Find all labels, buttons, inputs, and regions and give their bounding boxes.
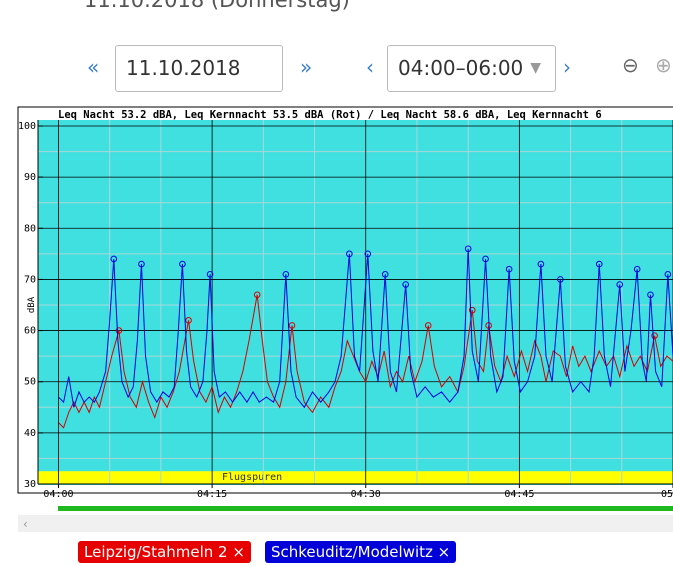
time-select[interactable]: 04:00–06:00 ▼ [387, 45, 556, 92]
y-tick-label: 30 [24, 479, 36, 490]
peak-marker [115, 327, 123, 334]
series-line [58, 248, 673, 409]
peak-marker [282, 271, 290, 278]
y-tick-label: 60 [24, 326, 36, 337]
next-range[interactable]: › [563, 55, 571, 79]
peak-marker [651, 332, 658, 339]
peak-marker [288, 322, 296, 329]
peak-marker [616, 281, 624, 288]
peak-marker [253, 291, 261, 299]
scroll-left[interactable]: ‹ [23, 517, 28, 531]
peak-marker [402, 281, 409, 288]
x-tick-label: 04:15 [197, 489, 227, 500]
y-tick-label: 70 [24, 274, 36, 285]
peak-marker [647, 291, 654, 299]
x-tick-label: 04:00 [43, 489, 73, 500]
legend-chip[interactable]: Schkeuditz/Modelwitz × [265, 541, 457, 563]
peak-marker [468, 306, 476, 314]
zoom-out[interactable]: ⊖ [622, 53, 639, 77]
peak-marker [537, 260, 545, 268]
peak-marker [557, 276, 564, 283]
peak-marker [664, 271, 672, 278]
peak-marker [381, 271, 389, 278]
peak-marker [110, 255, 118, 263]
select-arrow: ▼ [530, 60, 541, 76]
scrollbar[interactable] [18, 515, 673, 532]
peak-marker [424, 322, 432, 329]
peak-marker [179, 260, 186, 268]
grid [38, 120, 673, 485]
peak-marker [138, 260, 145, 268]
date-input[interactable]: 11.10.2018 [115, 45, 283, 92]
y-axis-label: dBA [27, 296, 37, 313]
peak-marker [346, 250, 353, 258]
progress-bar [58, 506, 673, 511]
x-tick-label: 05 [661, 489, 673, 500]
band-label: Flugspuren [222, 472, 282, 483]
peak-marker [595, 260, 603, 268]
legend-chip[interactable]: Leipzig/Stahmeln 2 × [78, 541, 251, 563]
y-tick-label: 40 [24, 428, 36, 439]
time-select-value: 04:00–06:00 [398, 56, 524, 80]
peak-marker [364, 250, 372, 258]
day-heading: 11.10.2018 (Donnerstag) [84, 0, 350, 12]
chart-title: Leq Nacht 53.2 dBA, Leq Kernnacht 53.5 d… [58, 109, 602, 121]
y-tick-label: 100 [18, 121, 36, 132]
peak-marker [633, 265, 641, 273]
plot-area [38, 120, 673, 485]
x-tick-label: 04:30 [351, 489, 381, 500]
prev-day[interactable]: « [87, 55, 100, 79]
y-tick-label: 50 [24, 377, 36, 388]
band [38, 471, 673, 484]
prev-range[interactable]: ‹ [366, 55, 374, 79]
peak-marker [464, 245, 472, 253]
y-tick-label: 90 [24, 172, 36, 183]
next-day[interactable]: » [300, 55, 313, 79]
zoom-in[interactable]: ⊕ [655, 53, 672, 77]
y-tick-label: 80 [24, 223, 36, 234]
peak-marker [505, 265, 513, 273]
peak-marker [206, 271, 214, 278]
peak-marker [185, 317, 192, 324]
peak-marker [482, 255, 489, 263]
x-tick-label: 04:45 [504, 489, 534, 500]
